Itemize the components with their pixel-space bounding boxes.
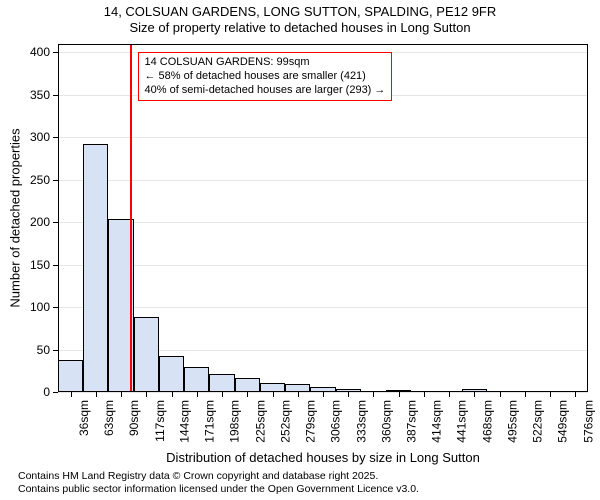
property-marker-line: [130, 44, 132, 392]
x-tick-mark: [449, 392, 450, 397]
x-tick-mark: [550, 392, 551, 397]
y-tick-label: 0: [43, 385, 58, 399]
annotation-line-1: 14 COLSUAN GARDENS: 99sqm: [145, 56, 386, 70]
x-tick-mark: [373, 392, 374, 397]
x-tick-label: 306sqm: [329, 400, 343, 443]
attribution-footer: Contains HM Land Registry data © Crown c…: [18, 470, 419, 496]
x-tick-mark: [399, 392, 400, 397]
x-tick-label: 63sqm: [102, 400, 116, 436]
histogram-bar: [159, 356, 184, 392]
y-tick-label: 250: [30, 173, 58, 187]
gridline: [58, 265, 588, 266]
x-tick-label: 36sqm: [77, 400, 91, 436]
y-tick-label: 350: [30, 88, 58, 102]
title-line-2: Size of property relative to detached ho…: [0, 20, 600, 36]
y-tick-label: 100: [30, 300, 58, 314]
x-tick-mark: [197, 392, 198, 397]
gridline: [58, 180, 588, 181]
x-tick-label: 117sqm: [152, 400, 166, 442]
x-axis-label: Distribution of detached houses by size …: [58, 450, 588, 465]
x-tick-mark: [474, 392, 475, 397]
y-tick-label: 50: [37, 343, 58, 357]
x-tick-mark: [96, 392, 97, 397]
gridline: [58, 307, 588, 308]
histogram-bar: [134, 317, 159, 392]
gridline: [58, 222, 588, 223]
histogram-bar: [260, 383, 285, 392]
x-tick-label: 279sqm: [304, 400, 318, 443]
title-line-1: 14, COLSUAN GARDENS, LONG SUTTON, SPALDI…: [0, 4, 600, 20]
x-tick-mark: [146, 392, 147, 397]
y-tick-label: 400: [30, 45, 58, 59]
x-tick-label: 576sqm: [581, 400, 595, 443]
x-tick-mark: [323, 392, 324, 397]
x-tick-label: 495sqm: [506, 400, 520, 443]
y-tick-label: 150: [30, 258, 58, 272]
y-tick-label: 200: [30, 215, 58, 229]
histogram-bar: [285, 384, 310, 392]
x-tick-label: 144sqm: [178, 400, 192, 443]
x-tick-mark: [348, 392, 349, 397]
histogram-bar: [209, 374, 234, 392]
x-tick-mark: [525, 392, 526, 397]
histogram-bar: [184, 367, 209, 392]
y-tick-label: 300: [30, 130, 58, 144]
x-tick-label: 468sqm: [480, 400, 494, 443]
x-tick-mark: [172, 392, 173, 397]
x-tick-label: 171sqm: [203, 400, 217, 443]
footer-line-1: Contains HM Land Registry data © Crown c…: [18, 470, 419, 483]
x-tick-label: 414sqm: [430, 400, 444, 443]
x-tick-label: 333sqm: [354, 400, 368, 443]
y-axis-label: Number of detached properties: [8, 128, 23, 307]
x-tick-label: 387sqm: [405, 400, 419, 443]
annotation-line-2: ← 58% of detached houses are smaller (42…: [145, 70, 386, 84]
histogram-bar: [58, 360, 83, 392]
annotation-box: 14 COLSUAN GARDENS: 99sqm ← 58% of detac…: [138, 52, 393, 101]
x-tick-label: 441sqm: [455, 400, 469, 443]
x-tick-label: 225sqm: [253, 400, 267, 443]
footer-line-2: Contains public sector information licen…: [18, 483, 419, 496]
histogram-bar: [83, 144, 108, 392]
x-tick-mark: [247, 392, 248, 397]
x-tick-mark: [71, 392, 72, 397]
x-tick-label: 522sqm: [531, 400, 545, 443]
x-tick-mark: [424, 392, 425, 397]
x-tick-mark: [298, 392, 299, 397]
histogram-bar: [235, 378, 260, 392]
x-tick-mark: [575, 392, 576, 397]
x-tick-label: 252sqm: [279, 400, 293, 443]
chart-title: 14, COLSUAN GARDENS, LONG SUTTON, SPALDI…: [0, 4, 600, 37]
x-tick-label: 198sqm: [228, 400, 242, 443]
x-tick-label: 90sqm: [127, 400, 141, 436]
x-tick-label: 549sqm: [556, 400, 570, 443]
x-tick-label: 360sqm: [379, 400, 393, 443]
x-tick-mark: [500, 392, 501, 397]
gridline: [58, 137, 588, 138]
x-tick-mark: [222, 392, 223, 397]
x-tick-mark: [273, 392, 274, 397]
annotation-line-3: 40% of semi-detached houses are larger (…: [145, 84, 386, 98]
x-tick-mark: [121, 392, 122, 397]
